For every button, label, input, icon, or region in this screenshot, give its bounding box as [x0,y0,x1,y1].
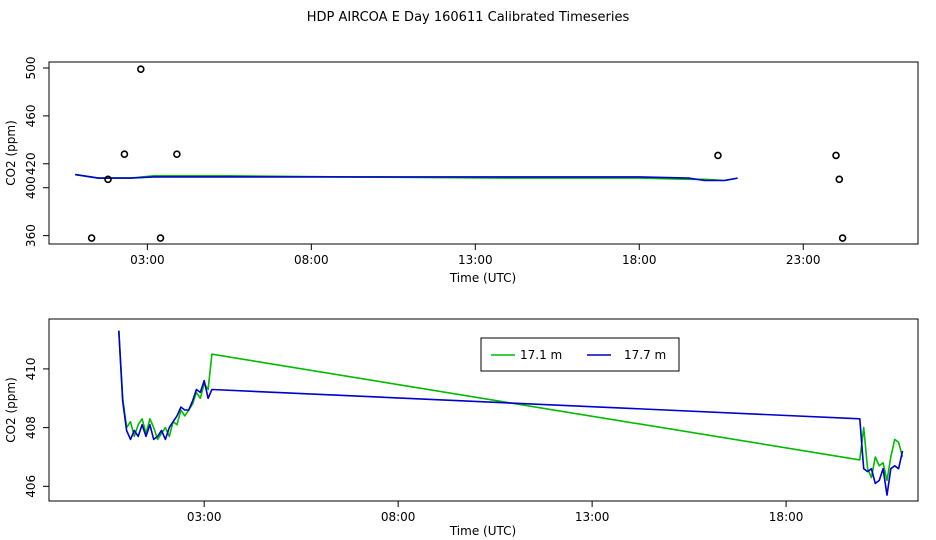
x-tick-label: 13:00 [458,253,493,267]
x-tick-label: 18:00 [769,510,804,524]
plot-frame-bottom [48,318,919,502]
x-tick-label: 03:00 [130,253,165,267]
bottom-y-ticks: 406 408 410 [24,357,49,498]
x-tick-label: 08:00 [294,253,329,267]
y-tick-label: 408 [24,416,38,439]
outlier-point [838,234,847,242]
legend-label-17-7-m: 17.7 m [624,348,666,362]
outlier-point [832,151,840,160]
series-line-17-7-m [118,330,904,496]
top-outliers [87,65,847,242]
y-tick-label: 460 [24,104,38,127]
outlier-point [156,234,165,242]
outlier-point [835,175,844,184]
x-tick-label: 08:00 [381,510,416,524]
outlier-point [87,234,96,242]
legend-label-17-1-m: 17.1 m [520,348,562,362]
y-tick-label: 500 [24,57,38,80]
y-tick-label: 360 [24,224,38,247]
outlier-point [714,151,722,160]
legend: 17.1 m 17.7 m [480,337,680,372]
y-tick-label: 400 [24,176,38,199]
top-y-axis-label: CO2 (ppm) [4,120,18,186]
bottom-x-axis-label: Time (UTC) [449,524,516,538]
x-tick-label: 13:00 [575,510,610,524]
x-tick-label: 18:00 [622,253,657,267]
bottom-x-ticks: 03:00 08:00 13:00 18:00 [187,501,804,524]
y-tick-label: 406 [24,475,38,498]
x-tick-label: 23:00 [786,253,821,267]
outlier-point [120,150,129,158]
x-tick-label: 03:00 [187,510,222,524]
bottom-y-axis-label: CO2 (ppm) [4,377,18,443]
y-tick-label: 410 [24,357,38,380]
chart-title: HDP AIRCOA E Day 160611 Calibrated Times… [307,10,630,25]
outlier-point [104,175,112,184]
top-x-ticks: 03:00 08:00 13:00 18:00 23:00 [130,244,821,267]
panel-bottom: 03:00 08:00 13:00 18:00 406 408 410 Time (UTC… [4,318,919,538]
top-x-axis-label: Time (UTC) [449,271,516,285]
top-series [75,173,738,182]
y-tick-label: 420 [24,152,38,175]
bottom-series [118,330,904,496]
outlier-point [137,65,145,73]
series-line-17-7-m [75,173,738,182]
outlier-point [173,150,181,158]
plot-frame-top [48,61,919,245]
